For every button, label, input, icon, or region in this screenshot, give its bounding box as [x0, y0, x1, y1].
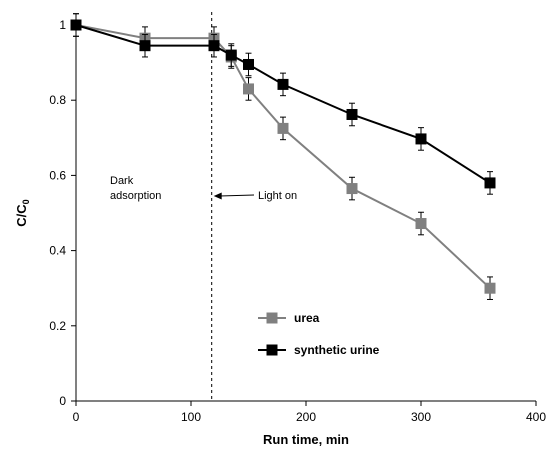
y-axis-title-main: C/C [14, 204, 29, 227]
x-tick-label: 0 [73, 410, 80, 424]
data-point [277, 122, 289, 134]
data-point [243, 83, 254, 95]
data-point [277, 78, 289, 90]
dark-adsorption-label-line2: adsorption [110, 190, 161, 202]
data-point [70, 19, 82, 31]
x-axis-title: Run time, min [263, 432, 349, 447]
data-point [484, 177, 496, 189]
data-point [139, 40, 151, 52]
legend-marker-0 [266, 312, 278, 324]
data-point [346, 183, 358, 195]
y-tick-label: 0.2 [49, 319, 66, 333]
data-point [415, 218, 427, 230]
x-tick-label: 400 [526, 410, 546, 424]
dark-adsorption-label-line1: Dark [110, 175, 134, 187]
data-point [243, 58, 254, 70]
plot-area [70, 13, 496, 300]
light-on-arrow [219, 194, 255, 197]
data-point [225, 49, 237, 61]
y-tick-label: 0 [59, 394, 66, 408]
y-tick-label: 0.8 [49, 93, 66, 107]
y-tick-label: 1 [59, 18, 66, 32]
x-tick-label: 100 [181, 410, 201, 424]
y-axis-title-sub: 0 [21, 199, 31, 204]
x-tick-label: 300 [411, 410, 431, 424]
legend-label-1: synthetic urine [294, 343, 380, 357]
y-tick-label: 0.4 [49, 244, 66, 258]
legend-marker-1 [266, 344, 278, 356]
data-point [346, 108, 358, 120]
series-line-0 [75, 24, 491, 289]
x-tick-label: 200 [296, 410, 316, 424]
light-on-arrow-head [213, 192, 222, 200]
annotations: Dark adsorption Light on [110, 12, 297, 401]
y-axis-title: C/C0 [14, 199, 31, 226]
y-tick-label: 0.6 [49, 168, 66, 182]
series-line-1 [75, 24, 491, 184]
data-point [484, 282, 496, 294]
light-on-label: Light on [258, 190, 297, 202]
data-point [208, 40, 220, 52]
data-point [415, 133, 427, 145]
legend: urea synthetic urine [258, 311, 380, 357]
axes: 0 0.2 0.4 0.6 0.8 1 0 100 200 300 400 [49, 18, 546, 424]
legend-label-0: urea [294, 311, 320, 325]
